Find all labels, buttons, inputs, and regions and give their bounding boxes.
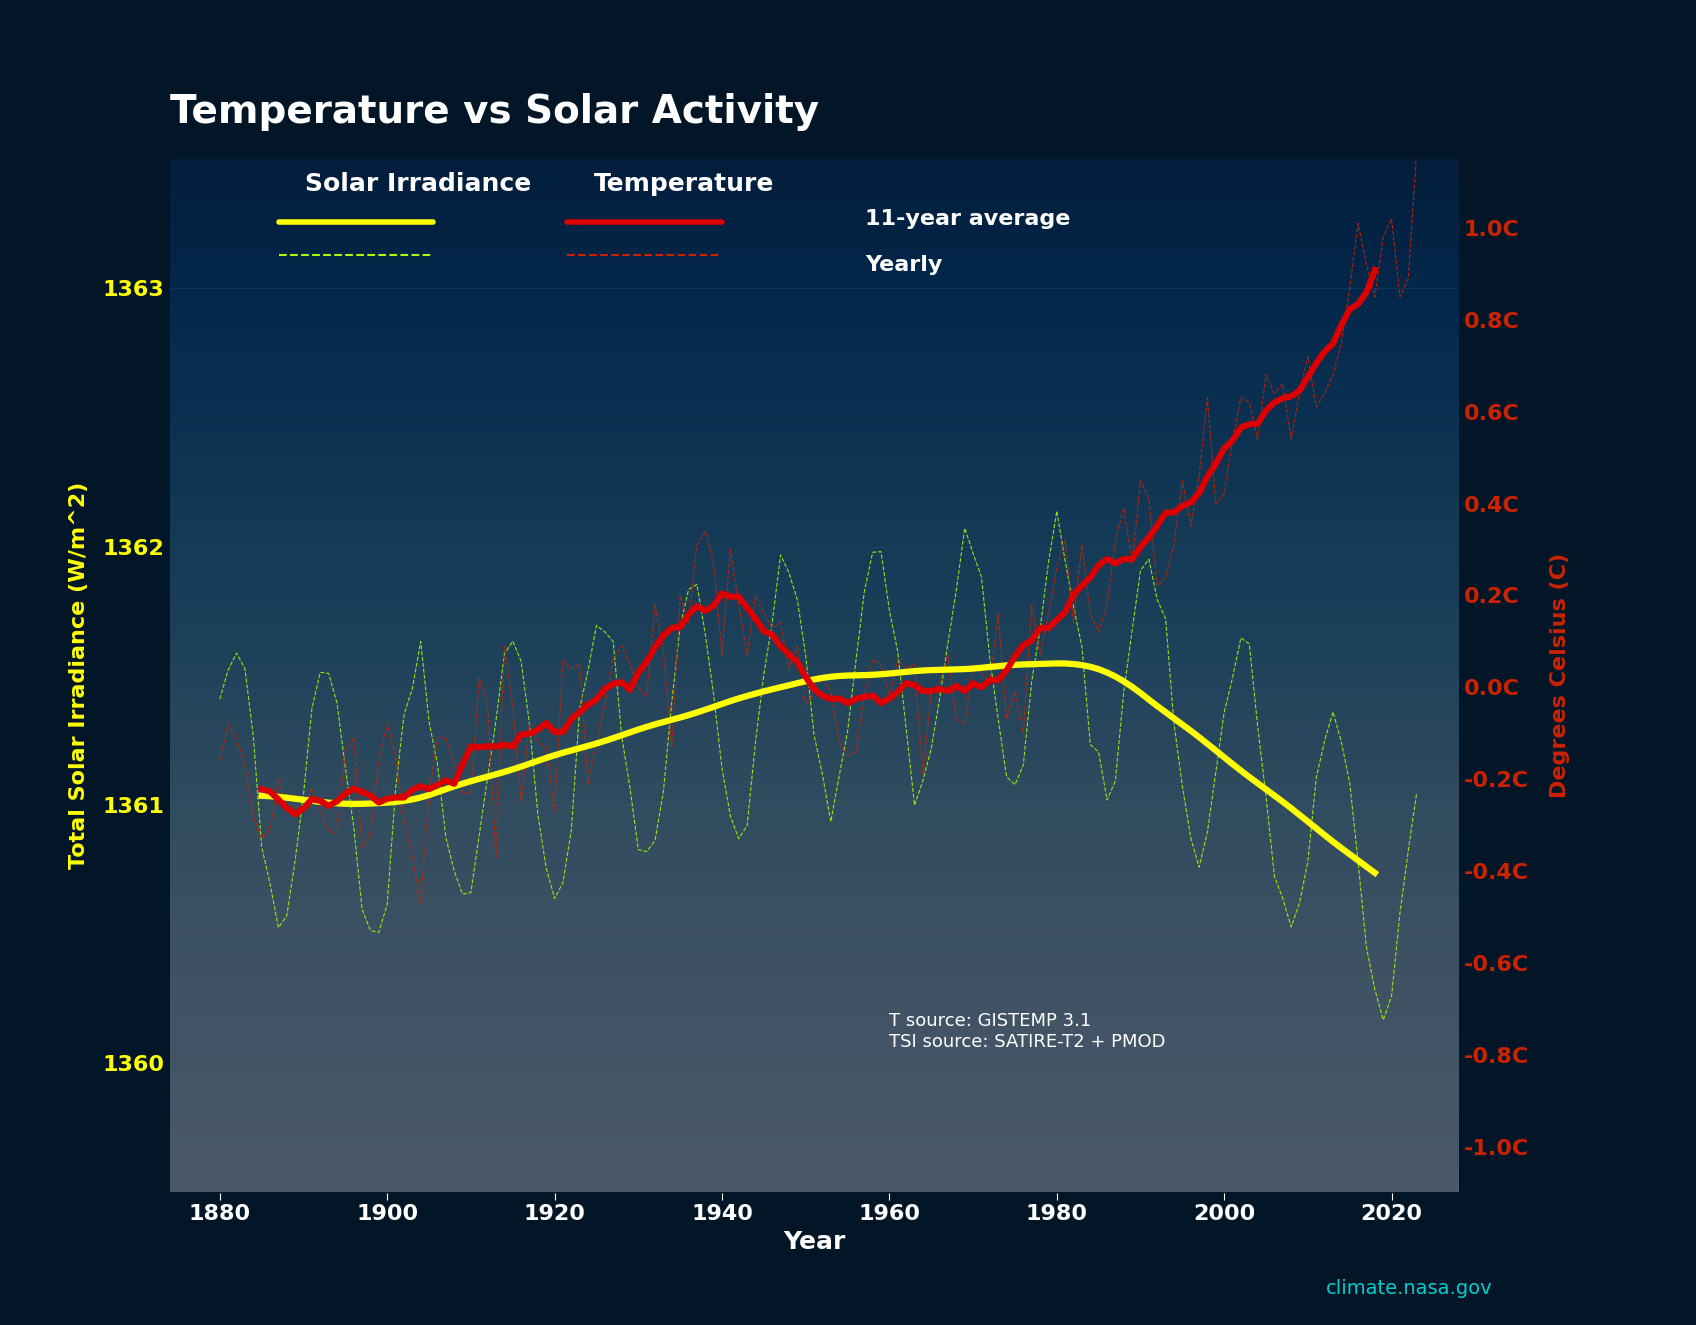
Text: Temperature vs Solar Activity: Temperature vs Solar Activity [170, 93, 819, 131]
Text: climate.nasa.gov: climate.nasa.gov [1326, 1280, 1492, 1298]
Text: Solar Irradiance: Solar Irradiance [305, 172, 531, 196]
Y-axis label: Degrees Celsius (C): Degrees Celsius (C) [1550, 553, 1569, 799]
Text: 11-year average: 11-year average [865, 208, 1070, 229]
Text: T source: GISTEMP 3.1
TSI source: SATIRE-T2 + PMOD: T source: GISTEMP 3.1 TSI source: SATIRE… [889, 1012, 1165, 1051]
Text: Temperature: Temperature [594, 172, 773, 196]
Text: Yearly: Yearly [865, 254, 943, 276]
Y-axis label: Total Solar Irradiance (W/m^2): Total Solar Irradiance (W/m^2) [70, 482, 88, 869]
X-axis label: Year: Year [784, 1230, 845, 1253]
